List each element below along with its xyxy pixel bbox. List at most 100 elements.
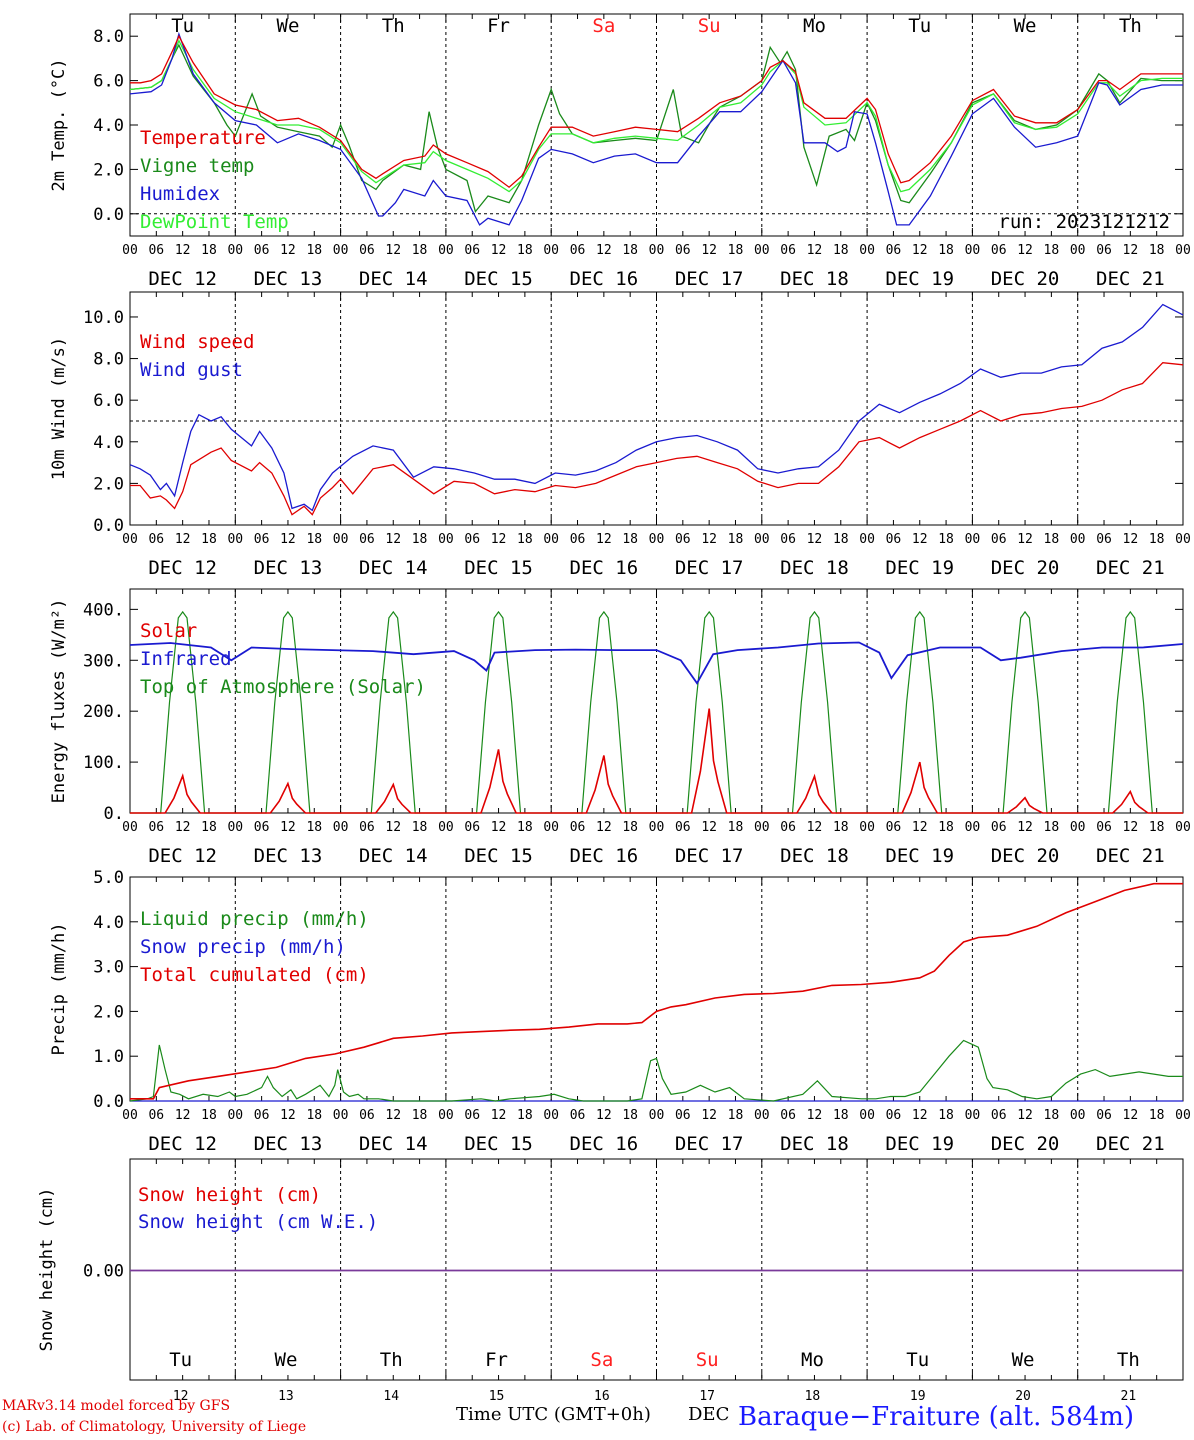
y-tick-label: 6.0 <box>93 391 124 411</box>
hour-tick-label: 18 <box>833 243 849 258</box>
hour-tick-label: 18 <box>412 532 428 547</box>
weekday-label: Th <box>1119 15 1142 37</box>
run-label: run: 2023121212 <box>998 211 1170 233</box>
hour-tick-label: 06 <box>464 820 480 835</box>
date-label: DEC 13 <box>254 845 323 867</box>
date-label: DEC 15 <box>464 845 533 867</box>
hour-tick-label: 00 <box>754 243 770 258</box>
wind-series-wind-speed <box>130 362 1184 516</box>
hour-tick-label: 06 <box>1096 243 1112 258</box>
weekday-label: Th <box>1117 1349 1140 1371</box>
hour-tick-label: 00 <box>965 532 981 547</box>
date-label: DEC 14 <box>359 268 428 290</box>
hour-tick-label: 06 <box>675 243 691 258</box>
hour-tick-label: 12 <box>280 532 296 547</box>
hour-tick-label: 18 <box>622 1108 638 1123</box>
hour-tick-label: 18 <box>728 532 744 547</box>
date-label: DEC 21 <box>1096 268 1165 290</box>
hour-tick-label: 18 <box>622 820 638 835</box>
temp-series-humidex <box>129 31 1183 226</box>
y-tick-label: 6.0 <box>93 72 124 92</box>
hour-tick-label: 12 <box>280 243 296 258</box>
hour-tick-label: 18 <box>938 243 954 258</box>
hour-tick-label: 00 <box>1175 820 1191 835</box>
hour-tick-label: 18 <box>306 1108 322 1123</box>
hour-tick-label: 00 <box>543 820 559 835</box>
hour-tick-label: 06 <box>991 1108 1007 1123</box>
hour-tick-label: 00 <box>649 1108 665 1123</box>
hour-tick-label: 00 <box>227 532 243 547</box>
panel-1-ylabel: 2m Temp. (°C) <box>49 58 69 191</box>
time-axis-label: Time UTC (GMT+0h) <box>456 1404 651 1425</box>
hour-tick-label: 18 <box>1149 820 1165 835</box>
date-label: DEC 14 <box>359 557 428 579</box>
hour-tick-label: 18 <box>833 820 849 835</box>
y-tick-label: 4.0 <box>93 433 124 453</box>
panel-4-ylabel: Precip (mm/h) <box>49 922 69 1055</box>
hour-tick-label: 12 <box>807 532 823 547</box>
hour-tick-label: 06 <box>254 532 270 547</box>
hour-tick-label: 06 <box>570 1108 586 1123</box>
hour-tick-label: 18 <box>1149 1108 1165 1123</box>
hour-tick-label: 18 <box>1044 820 1060 835</box>
panel-1-legend-0: Temperature <box>140 127 266 149</box>
hour-tick-label: 00 <box>649 820 665 835</box>
hour-tick-label: 18 <box>1044 243 1060 258</box>
hour-tick-label: 06 <box>1096 1108 1112 1123</box>
hour-tick-label: 06 <box>886 820 902 835</box>
weekday-label: Th <box>382 15 405 37</box>
hour-tick-label: 00 <box>1070 820 1086 835</box>
date-label: DEC 20 <box>991 557 1060 579</box>
hour-tick-label: 18 <box>833 1108 849 1123</box>
date-label: DEC 14 <box>359 845 428 867</box>
panel-2-legend-1: Wind gust <box>140 359 243 381</box>
date-label: DEC 18 <box>780 1133 849 1155</box>
day-number-label: 19 <box>910 1389 926 1404</box>
date-label: DEC 13 <box>254 1133 323 1155</box>
hour-tick-label: 18 <box>201 1108 217 1123</box>
hour-tick-label: 12 <box>807 243 823 258</box>
hour-tick-label: 12 <box>1017 532 1033 547</box>
hour-tick-label: 18 <box>728 1108 744 1123</box>
hour-tick-label: 12 <box>596 243 612 258</box>
hour-tick-label: 00 <box>122 1108 138 1123</box>
hour-tick-label: 06 <box>886 1108 902 1123</box>
hour-tick-label: 18 <box>622 532 638 547</box>
panel-3-legend-2: Top of Atmosphere (Solar) <box>140 676 426 698</box>
hour-tick-label: 06 <box>675 1108 691 1123</box>
hour-tick-label: 06 <box>570 243 586 258</box>
hour-tick-label: 18 <box>412 243 428 258</box>
y-tick-label: 10.0 <box>83 308 124 328</box>
flux-series-solar <box>130 708 1183 814</box>
date-label: DEC 18 <box>780 845 849 867</box>
hour-tick-label: 12 <box>175 820 191 835</box>
hour-tick-label: 06 <box>359 243 375 258</box>
date-label: DEC 19 <box>885 557 954 579</box>
hour-tick-label: 18 <box>517 820 533 835</box>
day-number-label: 12 <box>173 1389 189 1404</box>
hour-tick-label: 06 <box>780 820 796 835</box>
day-number-label: 20 <box>1015 1389 1031 1404</box>
date-label: DEC 12 <box>148 845 217 867</box>
month-label: DEC <box>688 1404 730 1425</box>
date-label: DEC 17 <box>675 268 744 290</box>
hour-tick-label: 12 <box>280 1108 296 1123</box>
hour-tick-label: 18 <box>622 243 638 258</box>
hour-tick-label: 06 <box>464 532 480 547</box>
panel-5-ylabel: Snow height (cm) <box>37 1188 57 1352</box>
hour-tick-label: 12 <box>701 243 717 258</box>
hour-tick-label: 18 <box>201 820 217 835</box>
hour-tick-label: 00 <box>754 820 770 835</box>
hour-tick-label: 06 <box>359 1108 375 1123</box>
hour-tick-label: 06 <box>886 243 902 258</box>
hour-tick-label: 00 <box>227 820 243 835</box>
weekday-label: Su <box>698 15 721 37</box>
panel-1-legend-1: Vigne temp <box>140 155 254 177</box>
hour-tick-label: 06 <box>780 243 796 258</box>
weekday-label: Mo <box>803 15 826 37</box>
panel-3-frame <box>129 588 1184 814</box>
hour-tick-label: 06 <box>570 532 586 547</box>
precip-series-total-cumulated <box>130 882 1183 1100</box>
hour-tick-label: 00 <box>859 820 875 835</box>
